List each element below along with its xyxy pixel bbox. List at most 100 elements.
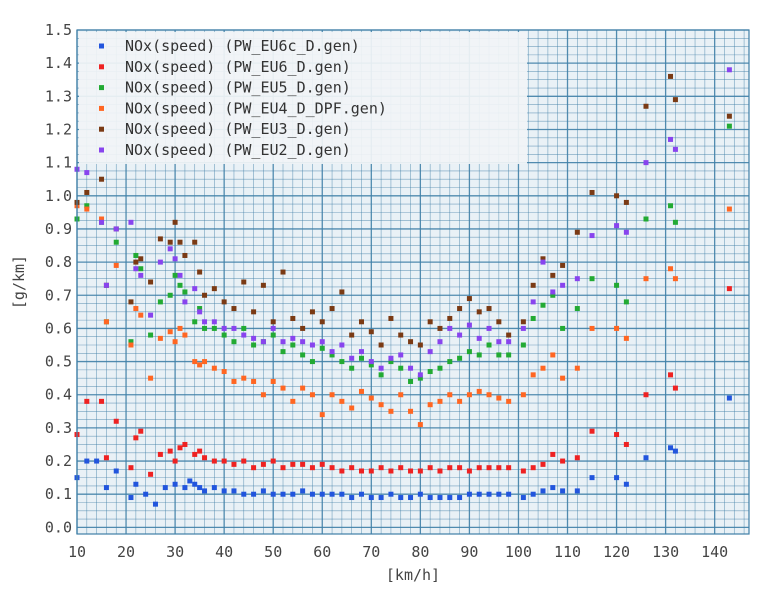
data-point (398, 365, 404, 371)
y-tick-label: 1.2 (45, 120, 72, 138)
data-point (99, 216, 105, 222)
data-point (167, 329, 173, 335)
data-point (128, 299, 134, 305)
data-point (221, 299, 227, 305)
data-point (241, 332, 247, 338)
data-point (466, 349, 472, 355)
data-point (280, 491, 286, 497)
data-point (457, 355, 463, 361)
data-point (349, 405, 355, 411)
data-point (560, 375, 566, 381)
data-point (726, 395, 732, 401)
y-tick-label: 0.6 (45, 319, 72, 337)
data-point (211, 319, 217, 325)
data-point (103, 455, 109, 461)
data-point (182, 252, 188, 258)
y-tick-label: 0.2 (45, 452, 72, 470)
data-point (280, 465, 286, 471)
legend-swatch (99, 43, 104, 49)
data-point (614, 475, 620, 481)
data-point (319, 319, 325, 325)
data-point (417, 468, 423, 474)
data-point (300, 488, 306, 494)
data-point (668, 445, 674, 451)
data-point (319, 339, 325, 345)
data-point (378, 465, 384, 471)
legend-background (79, 32, 527, 164)
data-point (520, 468, 526, 474)
y-tick-label: 0.1 (45, 485, 72, 503)
data-point (388, 468, 394, 474)
data-point (447, 359, 453, 365)
data-point (672, 276, 678, 282)
data-point (103, 319, 109, 325)
data-point (133, 259, 139, 265)
data-point (99, 398, 105, 404)
data-point (349, 355, 355, 361)
data-point (202, 292, 208, 298)
data-point (329, 352, 335, 358)
data-point (300, 325, 306, 331)
data-point (251, 309, 257, 315)
data-point (167, 239, 173, 245)
data-point (560, 262, 566, 268)
data-point (530, 315, 536, 321)
data-point (726, 113, 732, 119)
data-point (221, 325, 227, 331)
x-tick-label: 40 (215, 543, 233, 561)
data-point (623, 299, 629, 305)
data-point (388, 355, 394, 361)
data-point (589, 475, 595, 481)
data-point (496, 465, 502, 471)
data-point (589, 428, 595, 434)
data-point (614, 432, 620, 438)
data-point (520, 495, 526, 501)
data-point (309, 359, 315, 365)
data-point (530, 465, 536, 471)
data-point (84, 203, 90, 209)
data-point (668, 266, 674, 272)
data-point (672, 97, 678, 103)
x-tick-label: 110 (554, 543, 581, 561)
data-point (270, 458, 276, 464)
legend-label: NOx(speed) (PW_EU4_D_DPF.gen) (125, 99, 387, 117)
data-point (408, 365, 414, 371)
data-point (202, 488, 208, 494)
data-point (157, 299, 163, 305)
data-point (520, 325, 526, 331)
data-point (457, 306, 463, 312)
data-point (211, 485, 217, 491)
data-point (408, 495, 414, 501)
data-point (437, 325, 443, 331)
x-tick-label: 80 (411, 543, 429, 561)
data-point (138, 256, 144, 262)
x-tick-label: 30 (166, 543, 184, 561)
data-point (197, 269, 203, 275)
data-point (113, 262, 119, 268)
y-tick-label: 0.4 (45, 386, 72, 404)
data-point (280, 349, 286, 355)
data-point (378, 495, 384, 501)
data-point (290, 398, 296, 404)
data-point (172, 256, 178, 262)
data-point (540, 488, 546, 494)
y-tick-label: 1.0 (45, 187, 72, 205)
data-point (162, 485, 168, 491)
data-point (358, 355, 364, 361)
data-point (486, 491, 492, 497)
data-point (187, 478, 193, 484)
data-point (128, 342, 134, 348)
data-point (270, 332, 276, 338)
x-tick-label: 20 (117, 543, 135, 561)
data-point (349, 495, 355, 501)
data-point (260, 488, 266, 494)
legend-swatch (99, 105, 104, 111)
data-point (290, 491, 296, 497)
data-point (211, 286, 217, 292)
data-point (466, 296, 472, 302)
data-point (99, 176, 105, 182)
data-point (172, 219, 178, 225)
legend-label: NOx(speed) (PW_EU2_D.gen) (125, 141, 351, 159)
data-point (177, 325, 183, 331)
data-point (368, 329, 374, 335)
